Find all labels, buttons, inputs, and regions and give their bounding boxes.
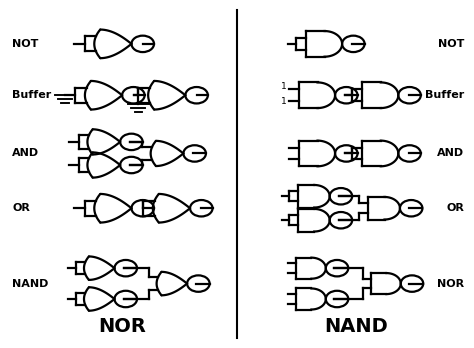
Text: NOT: NOT: [12, 39, 38, 49]
Text: OR: OR: [447, 203, 464, 213]
Text: NOT: NOT: [438, 39, 464, 49]
Text: AND: AND: [12, 149, 39, 158]
Text: NAND: NAND: [12, 279, 48, 288]
Text: OR: OR: [12, 203, 30, 213]
Text: NOR: NOR: [437, 279, 464, 288]
Text: NOR: NOR: [98, 317, 146, 336]
Text: 1: 1: [281, 82, 287, 91]
Text: Buffer: Buffer: [425, 90, 464, 100]
Text: AND: AND: [437, 149, 464, 158]
Text: 1: 1: [281, 96, 287, 105]
Text: NAND: NAND: [325, 317, 388, 336]
Text: Buffer: Buffer: [12, 90, 51, 100]
